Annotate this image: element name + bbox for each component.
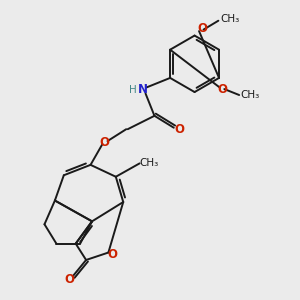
Text: O: O (65, 273, 75, 286)
Text: O: O (99, 136, 109, 149)
Text: O: O (197, 22, 207, 34)
Text: O: O (107, 248, 117, 261)
Text: O: O (174, 123, 184, 136)
Text: N: N (138, 83, 148, 97)
Text: CH₃: CH₃ (140, 158, 159, 168)
Text: CH₃: CH₃ (220, 14, 239, 24)
Text: H: H (129, 85, 137, 95)
Text: CH₃: CH₃ (241, 90, 260, 100)
Text: O: O (218, 83, 228, 97)
